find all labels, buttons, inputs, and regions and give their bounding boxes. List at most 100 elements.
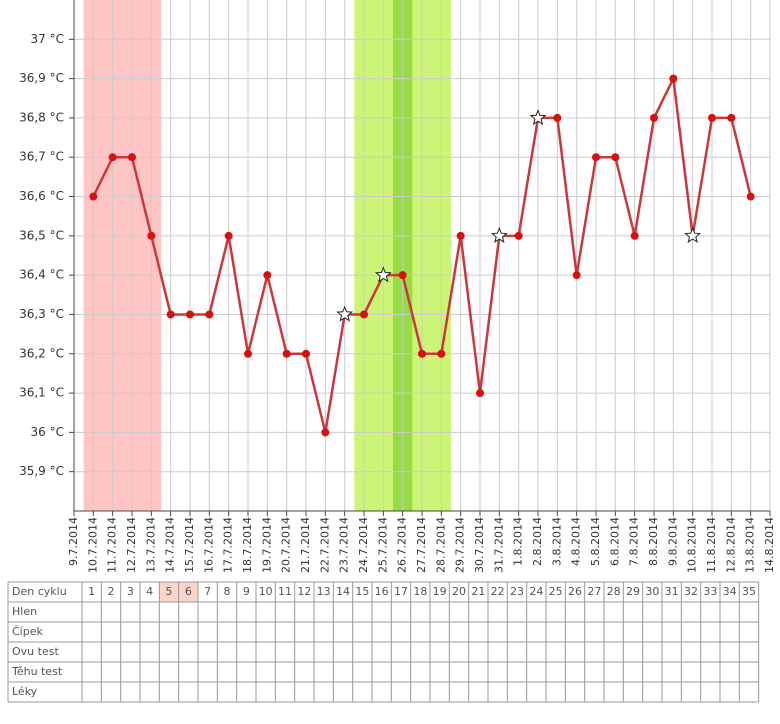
x-tick-label: 18.7.2014 — [241, 517, 254, 573]
y-tick-label: 36,8 °C — [19, 110, 64, 124]
day-number: 8 — [224, 585, 231, 598]
x-tick-label: 23.7.2014 — [338, 517, 351, 573]
day-number: 28 — [607, 585, 621, 598]
day-number: 15 — [355, 585, 369, 598]
star-marker — [684, 226, 702, 244]
x-tick-label: 10.7.2014 — [86, 517, 99, 573]
y-tick-label: 36,9 °C — [19, 71, 64, 85]
row-label: Těhu test — [11, 665, 63, 678]
point — [650, 113, 658, 122]
point — [514, 231, 523, 240]
day-number: 34 — [723, 585, 737, 598]
y-tick-label: 36,6 °C — [19, 189, 64, 203]
x-tick-label: 15.7.2014 — [183, 517, 196, 573]
x-tick-label: 11.7.2014 — [106, 517, 119, 573]
point — [611, 153, 620, 162]
point — [437, 349, 446, 358]
point — [553, 113, 562, 122]
point — [476, 389, 484, 398]
row-label: Ovu test — [12, 645, 59, 658]
point — [669, 74, 678, 83]
x-tick-label: 14.8.2014 — [763, 517, 776, 573]
point — [108, 153, 117, 162]
row-label: Léky — [12, 685, 38, 698]
y-tick-label: 36 °C — [31, 425, 64, 439]
day-number: 22 — [491, 585, 505, 598]
x-tick-label: 11.8.2014 — [705, 517, 718, 573]
x-tick-label: 19.7.2014 — [260, 517, 273, 573]
point — [630, 231, 639, 240]
day-number: 23 — [510, 585, 524, 598]
x-tick-label: 7.8.2014 — [628, 517, 641, 566]
day-number: 5 — [166, 585, 173, 598]
x-tick-label: 31.7.2014 — [492, 517, 505, 573]
x-tick-label: 6.8.2014 — [608, 517, 621, 566]
y-tick-label: 35,9 °C — [19, 464, 64, 478]
point — [244, 349, 252, 358]
x-tick-label: 16.7.2014 — [202, 517, 215, 573]
day-number: 18 — [413, 585, 427, 598]
point — [147, 231, 156, 240]
day-number: 13 — [317, 585, 331, 598]
fertility-band — [83, 0, 161, 511]
point — [205, 310, 214, 319]
day-number: 30 — [645, 585, 659, 598]
day-number: 4 — [146, 585, 153, 598]
row-label: Čípek — [12, 625, 43, 638]
x-tick-label: 22.7.2014 — [318, 517, 331, 573]
x-tick-label: 20.7.2014 — [280, 517, 293, 573]
point — [89, 192, 98, 201]
highlight-cell — [159, 582, 179, 602]
day-number: 19 — [433, 585, 447, 598]
day-number: 24 — [529, 585, 543, 598]
y-tick-label: 36,2 °C — [19, 346, 64, 360]
y-tick-label: 37 °C — [31, 32, 64, 46]
x-tick-label: 28.7.2014 — [434, 517, 447, 573]
day-number: 12 — [297, 585, 311, 598]
day-number: 21 — [471, 585, 485, 598]
day-number: 33 — [703, 585, 717, 598]
cycle-table: Den cyklu Hlen Čípek Ovu test Těhu test Léky 1… — [7, 581, 760, 703]
x-tick-label: 10.8.2014 — [686, 517, 699, 573]
x-tick-label: 29.7.2014 — [454, 517, 467, 573]
point — [128, 153, 136, 162]
x-tick-label: 9.8.2014 — [666, 517, 679, 566]
point — [166, 310, 175, 319]
x-tick-label: 21.7.2014 — [299, 517, 312, 573]
x-tick-label: 24.7.2014 — [357, 517, 370, 573]
day-number: 31 — [665, 585, 679, 598]
highlight-cell — [178, 582, 198, 602]
point — [302, 349, 310, 358]
point — [418, 349, 426, 358]
point — [456, 231, 465, 240]
x-tick-label: 13.7.2014 — [144, 517, 157, 573]
x-tick-label: 1.8.2014 — [512, 517, 525, 566]
star-marker — [490, 226, 508, 244]
x-tick-label: 17.7.2014 — [222, 517, 235, 573]
x-tick-label: 13.8.2014 — [744, 517, 757, 573]
day-number: 32 — [684, 585, 698, 598]
x-tick-label: 9.7.2014 — [67, 517, 80, 566]
day-number: 17 — [394, 585, 408, 598]
point — [224, 231, 233, 240]
x-tick-label: 12.8.2014 — [724, 517, 737, 573]
x-tick-label: 4.8.2014 — [570, 517, 583, 566]
x-tick-label: 5.8.2014 — [589, 517, 602, 566]
day-number: 14 — [336, 585, 350, 598]
day-number: 25 — [549, 585, 563, 598]
day-number: 1 — [88, 585, 95, 598]
point — [186, 310, 194, 319]
y-tick-label: 36,3 °C — [19, 307, 64, 321]
day-number: 20 — [452, 585, 466, 598]
y-tick-label: 36,5 °C — [19, 228, 64, 242]
y-tick-label: 36,1 °C — [19, 386, 64, 400]
y-tick-label: 36,7 °C — [19, 150, 64, 164]
star-marker — [374, 266, 392, 283]
x-tick-label: 2.8.2014 — [531, 517, 544, 566]
day-number: 2 — [108, 585, 115, 598]
x-tick-label: 25.7.2014 — [376, 517, 389, 573]
point — [360, 310, 368, 319]
row-label: Den cyklu — [12, 585, 67, 598]
point — [708, 113, 716, 122]
x-tick-label: 12.7.2014 — [125, 517, 138, 573]
